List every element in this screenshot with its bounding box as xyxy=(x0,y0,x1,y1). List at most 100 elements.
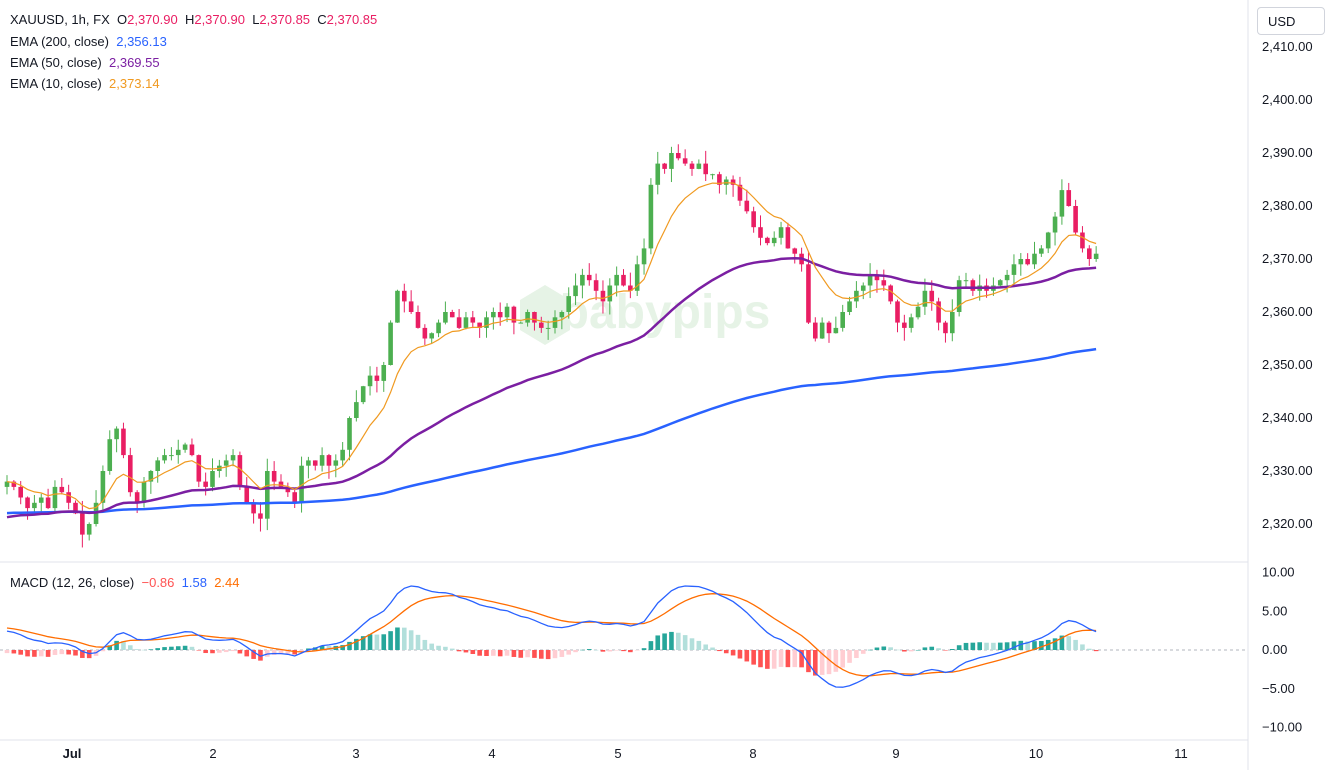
macd-hist-bar xyxy=(251,650,256,659)
macd-hist-bar xyxy=(230,650,236,652)
macd-hist-bar xyxy=(52,650,58,655)
candle xyxy=(1073,199,1078,235)
macd-hist-bar xyxy=(545,650,551,660)
candle-body xyxy=(648,184,654,249)
candle-body xyxy=(552,317,558,328)
macd-hist-bar xyxy=(449,648,455,650)
candle-body xyxy=(326,455,332,466)
macd-hist-bar xyxy=(573,650,578,653)
watermark-text: babypips xyxy=(560,286,771,339)
candle xyxy=(463,311,469,330)
macd-hist-bar xyxy=(984,642,989,650)
ema50-value: 2,369.55 xyxy=(109,55,160,70)
candle xyxy=(525,309,530,327)
candle xyxy=(1052,212,1058,246)
candle-body xyxy=(128,455,133,493)
macd-hist-bar xyxy=(141,649,147,651)
macd-hist-bar xyxy=(18,650,23,655)
candle xyxy=(1025,253,1030,266)
candle-body xyxy=(785,227,791,249)
candle xyxy=(38,493,44,514)
price-axis-label: 2,380.00 xyxy=(1262,198,1313,213)
candle-body xyxy=(1052,216,1058,233)
candle xyxy=(1011,254,1017,288)
candle-body xyxy=(518,322,524,324)
candle xyxy=(813,317,818,342)
macd-hist-bar xyxy=(922,647,928,650)
macd-hist-bar xyxy=(1052,638,1058,650)
macd-axis-label: 10.00 xyxy=(1262,565,1295,580)
candle xyxy=(189,438,195,457)
ema10-legend[interactable]: EMA (10, close) 2,373.14 xyxy=(10,73,160,94)
candle-body xyxy=(963,280,969,282)
close-label: C xyxy=(317,12,327,27)
candle-body xyxy=(662,163,667,169)
macd-hist-bar xyxy=(45,650,51,657)
candle xyxy=(436,319,441,338)
candle-body xyxy=(539,322,544,328)
macd-hist-bar xyxy=(771,650,777,669)
macd-pane[interactable] xyxy=(4,585,1099,688)
candle-body xyxy=(25,497,30,509)
candle xyxy=(950,299,955,342)
macd-hist-bar xyxy=(586,649,592,650)
macd-hist-bar xyxy=(80,650,85,658)
macd-hist-bar xyxy=(1004,642,1010,650)
candle-body xyxy=(895,301,900,323)
candle xyxy=(429,332,434,344)
candle-body xyxy=(525,312,530,323)
macd-hist-bar xyxy=(306,648,311,650)
candle xyxy=(203,472,208,496)
candle xyxy=(4,475,10,495)
candle xyxy=(230,449,236,467)
macd-axis-label: −5.00 xyxy=(1262,681,1295,696)
high-value: 2,370.90 xyxy=(194,12,245,27)
macd-hist-bar xyxy=(326,646,332,650)
macd-hist-bar xyxy=(388,631,393,650)
candle xyxy=(860,282,866,300)
macd-legend[interactable]: MACD (12, 26, close) −0.86 1.58 2.44 xyxy=(10,572,240,593)
time-axis-label: 5 xyxy=(614,746,621,761)
candle-body xyxy=(655,163,661,185)
macd-hist-bar xyxy=(532,650,537,658)
macd-hist-bar xyxy=(840,650,845,668)
macd-hist-bar xyxy=(710,647,715,650)
candle-body xyxy=(956,280,962,312)
candle xyxy=(826,320,832,343)
candle-body xyxy=(470,317,476,323)
macd-hist-bar xyxy=(223,650,229,653)
candle xyxy=(360,385,366,405)
macd-hist-bar xyxy=(902,650,907,652)
candle-body xyxy=(100,471,106,503)
candle xyxy=(121,422,126,459)
candle xyxy=(312,460,318,471)
candle xyxy=(634,255,640,296)
candle xyxy=(1087,245,1092,266)
candle-body xyxy=(696,163,702,169)
candle-body xyxy=(744,200,750,212)
price-pane[interactable] xyxy=(4,144,1099,548)
macd-hist-bar xyxy=(408,630,414,650)
candle-body xyxy=(340,449,345,461)
macd-hist-bar xyxy=(950,649,955,650)
ema200-legend[interactable]: EMA (200, close) 2,356.13 xyxy=(10,31,167,52)
macd-hist-bar xyxy=(566,650,571,655)
macd-hist-bar xyxy=(402,627,407,650)
macd-hist-bar xyxy=(429,643,434,650)
ema50-legend[interactable]: EMA (50, close) 2,369.55 xyxy=(10,52,160,73)
candle-body xyxy=(908,317,914,328)
macd-hist-value: −0.86 xyxy=(141,575,175,590)
candle-body xyxy=(703,163,708,175)
macd-hist-bar xyxy=(1032,641,1037,650)
candle xyxy=(682,149,688,166)
time-axis-label: 9 xyxy=(892,746,899,761)
macd-hist-bar xyxy=(792,650,798,668)
candle xyxy=(539,316,544,333)
macd-histogram xyxy=(4,627,1099,676)
candle xyxy=(532,311,537,331)
macd-hist-bar xyxy=(463,650,469,653)
macd-hist-bar xyxy=(491,650,496,656)
currency-button[interactable]: USD xyxy=(1257,7,1325,35)
macd-hist-bar xyxy=(997,642,1003,650)
